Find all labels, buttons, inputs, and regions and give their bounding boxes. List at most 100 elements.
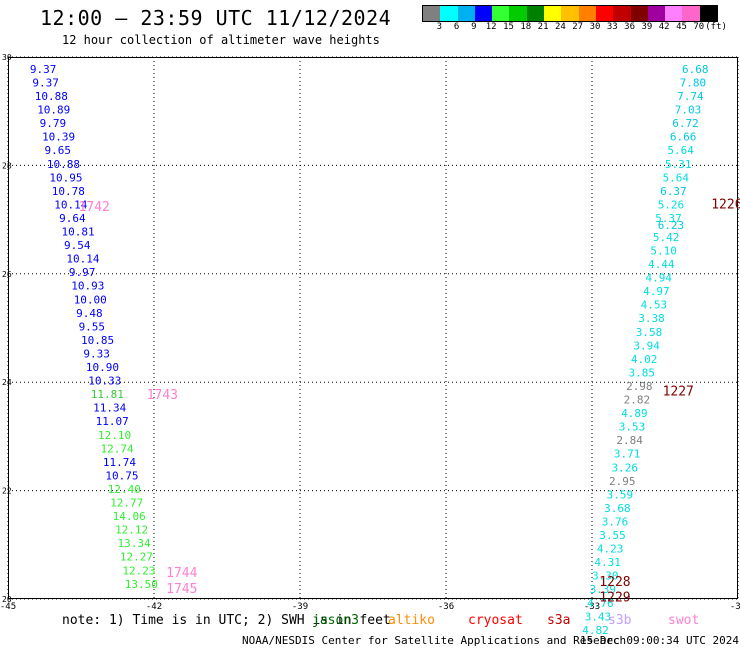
wave-height-value: 5.37 (655, 212, 682, 225)
wave-height-value: 10.33 (88, 375, 121, 388)
pass-time-label: 1227 (663, 384, 694, 399)
pass-time-label: 1226 (711, 197, 740, 212)
legend-item-altiko: altiko (388, 613, 435, 628)
wave-height-value: 3.26 (611, 461, 638, 474)
wave-height-value: 3.68 (604, 502, 631, 515)
wave-height-value: 4.97 (643, 285, 670, 298)
wave-height-value: 6.68 (682, 63, 709, 76)
wave-height-value: 6.66 (670, 131, 697, 144)
wave-height-value: 10.14 (54, 198, 87, 211)
wave-height-value: 6.23 (658, 219, 685, 232)
color-swatch (630, 6, 648, 21)
color-scale-label: 45 (676, 22, 687, 32)
wave-height-value: 3.38 (638, 312, 665, 325)
wave-height-value: 11.81 (91, 388, 124, 401)
wave-height-value: 6.37 (660, 185, 687, 198)
legend-item-s3b: s3b (608, 613, 632, 628)
lon-tick-label: -42 (146, 602, 162, 612)
wave-height-value: 12.27 (120, 551, 153, 564)
color-scale-label: (ft) (705, 22, 727, 32)
wave-height-value: 11.34 (93, 402, 126, 415)
wave-height-value: 12.77 (110, 497, 143, 510)
lon-tick-label: -45 (0, 602, 16, 612)
lat-tick-label: 24 (2, 378, 12, 387)
color-swatch (423, 6, 441, 21)
wave-height-value: 12.23 (122, 564, 155, 577)
lon-tick-label: -36 (438, 602, 454, 612)
wave-height-value: 3.55 (599, 529, 626, 542)
wave-height-value: 10.75 (105, 469, 138, 482)
color-scale-label: 18 (520, 22, 532, 32)
wave-height-value: 10.78 (52, 185, 85, 198)
wave-height-value: 10.93 (71, 280, 104, 293)
wave-height-value: 12.12 (115, 524, 148, 537)
wave-height-value: 3.58 (636, 326, 663, 339)
color-scale-label: 3 (436, 22, 443, 32)
wave-height-value: 10.88 (47, 158, 80, 171)
wave-height-value: 9.37 (30, 63, 57, 76)
wave-height-value: 6.72 (672, 117, 699, 130)
color-swatch (578, 6, 596, 21)
color-scale-label: 33 (606, 22, 618, 32)
color-swatch (665, 6, 683, 21)
wave-height-value: 10.88 (35, 90, 68, 103)
lat-tick-label: 20 (2, 595, 12, 604)
wave-height-value: 4.31 (594, 556, 621, 569)
pass-time-label: 1229 (599, 590, 630, 605)
color-scale-label: 39 (641, 22, 653, 32)
wave-height-value: 3.59 (607, 488, 634, 501)
wave-height-value: 5.31 (665, 158, 692, 171)
wave-height-value: 7.03 (675, 104, 702, 117)
wave-height-value: 10.90 (86, 361, 119, 374)
color-swatch (457, 6, 475, 21)
color-scale-label: 21 (537, 22, 549, 32)
pass-time-label: 1743 (147, 388, 178, 403)
color-swatch (647, 6, 666, 21)
pass-time-label: 1228 (599, 575, 630, 590)
wave-height-value: 9.37 (32, 76, 59, 89)
color-swatch (595, 6, 614, 21)
wave-height-value: 4.82 (582, 624, 609, 637)
color-swatch (699, 6, 718, 21)
color-scale-bar (422, 5, 719, 22)
wave-height-value: 10.14 (66, 253, 99, 266)
legend-item-jason3: jason3 (312, 613, 359, 628)
wave-height-value: 2.82 (624, 394, 651, 407)
wave-height-value: 7.74 (677, 90, 704, 103)
wave-height-value: 3.71 (614, 448, 641, 461)
wave-height-value: 5.10 (650, 244, 677, 257)
wave-height-value: 4.94 (646, 272, 673, 285)
wave-height-value: 11.07 (96, 415, 129, 428)
pass-time-label: 1744 (166, 566, 197, 581)
wave-height-value: 9.79 (40, 117, 67, 130)
wave-height-value: 12.74 (100, 442, 133, 455)
color-swatch (474, 6, 493, 21)
wave-height-value: 9.33 (83, 347, 110, 360)
wave-height-value: 12.10 (98, 429, 131, 442)
page-subtitle: 12 hour collection of altimeter wave hei… (62, 33, 380, 47)
wave-height-value: 13.50 (125, 578, 158, 591)
lon-tick-label: -33 (584, 602, 600, 612)
wave-height-value: 5.64 (667, 144, 694, 157)
wave-height-value: 12.40 (108, 483, 141, 496)
page-title: 12:00 – 23:59 UTC 11/12/2024 (40, 6, 392, 30)
color-scale-label: 12 (485, 22, 497, 32)
lon-tick-label: -30 (730, 602, 740, 612)
wave-height-value: 14.06 (113, 510, 146, 523)
wave-height-value: 5.26 (658, 198, 685, 211)
legend-item-cryosat: cryosat (468, 613, 523, 628)
wave-height-value: 9.97 (69, 266, 96, 279)
color-swatch (561, 6, 579, 21)
wave-height-value: 9.54 (64, 239, 91, 252)
pass-time-label: 1745 (166, 582, 197, 597)
color-scale-label: 36 (624, 22, 636, 32)
wave-height-value: 10.89 (37, 104, 70, 117)
wave-height-value: 4.53 (641, 299, 668, 312)
wave-height-value: 10.85 (81, 334, 114, 347)
color-swatch (613, 6, 631, 21)
wave-height-value: 11.74 (103, 456, 136, 469)
wave-height-value: 4.44 (648, 258, 675, 271)
color-scale-label: 15 (503, 22, 514, 32)
wave-height-value: 4.89 (621, 407, 648, 420)
lon-tick-label: -39 (292, 602, 308, 612)
